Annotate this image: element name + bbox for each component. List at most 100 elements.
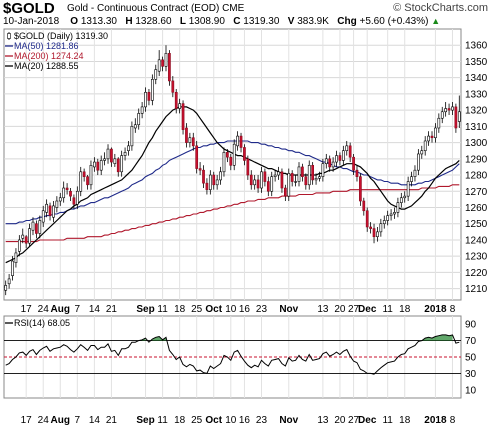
price-candle: [133, 118, 137, 133]
open-label: O: [70, 16, 79, 27]
price-tick-label: 1280: [465, 171, 488, 182]
price-panel-frame: [3, 28, 462, 301]
price-candle: [335, 150, 338, 167]
price-candle: [11, 256, 14, 281]
price-candle: [191, 132, 195, 151]
candle-body-up: [120, 155, 124, 173]
price-candle: [399, 192, 403, 208]
high-value: 1328.60: [135, 16, 172, 27]
candle-body-up: [389, 213, 393, 216]
legend-candle-body: [7, 33, 11, 39]
candle-body-down: [161, 59, 164, 67]
price-candle: [444, 102, 448, 117]
price-candle: [58, 192, 62, 206]
close-value: 1319.30: [243, 16, 280, 27]
price-candle: [277, 166, 280, 180]
price-candle: [157, 50, 161, 77]
price-candle: [382, 215, 386, 229]
rsi-tick-label: 10: [465, 385, 477, 396]
price-candle: [243, 144, 246, 166]
price-tick-label: 1310: [465, 122, 488, 133]
price-tick-label: 1270: [465, 187, 488, 198]
candle-body-up: [393, 212, 396, 215]
instrument-description: Gold - Continuous Contract (EOD): [67, 3, 220, 14]
price-candle: [205, 178, 209, 195]
price-candle: [41, 205, 45, 227]
price-candle: [427, 131, 430, 146]
candle-body-down: [181, 103, 185, 130]
candle-body-down: [96, 161, 100, 171]
price-x-tick-label: 13: [317, 304, 329, 315]
price-candle: [263, 168, 267, 187]
candle-body-up: [188, 137, 192, 143]
candle-body-down: [365, 210, 369, 228]
rsi-x-tick-label: 18: [174, 415, 186, 426]
candle-body-down: [35, 223, 38, 234]
price-candle: [229, 153, 233, 171]
open-value: 1313.30: [80, 16, 117, 27]
price-candle: [31, 217, 35, 236]
price-candle: [38, 215, 42, 239]
candle-body-down: [301, 166, 304, 177]
candle-body-down: [243, 147, 246, 161]
candle-body-up: [127, 145, 130, 152]
candle-body-down: [205, 182, 209, 190]
price-candle: [127, 140, 130, 156]
price-candle: [301, 163, 304, 182]
symbol-title: $GOLD: [3, 0, 55, 17]
candle-body-down: [359, 176, 362, 202]
candle-body-down: [82, 171, 86, 177]
candle-body-up: [410, 176, 413, 182]
price-tick-label: 1300: [465, 138, 488, 149]
candle-body-down: [65, 187, 69, 190]
price-candle: [35, 220, 38, 239]
candle-body-up: [62, 187, 66, 199]
candle-body-up: [144, 91, 147, 108]
price-tick-label: 1210: [465, 284, 488, 295]
candle-body-up: [440, 111, 444, 119]
candle-body-up: [382, 220, 386, 225]
price-candle: [355, 165, 359, 182]
candle-body-up: [178, 103, 181, 109]
rsi-x-tick-label: 8: [450, 415, 456, 426]
price-candle: [362, 197, 366, 216]
candle-body-up: [314, 177, 318, 181]
price-candle: [284, 184, 287, 202]
legend-entry: MA(20) 1288.55: [14, 61, 79, 71]
candle-body-down: [110, 148, 113, 163]
rsi-x-tick-label: Aug: [51, 415, 70, 426]
rsi-line: [5, 334, 460, 375]
price-x-tick-label: 7: [75, 304, 81, 315]
price-tick-label: 1240: [465, 235, 488, 246]
rsi-x-tick-label: 20: [334, 415, 346, 426]
exchange-label: CME: [222, 3, 245, 14]
candle-body-up: [93, 161, 96, 168]
candle-body-up: [260, 171, 263, 189]
candle-body-up: [294, 181, 297, 183]
candle-body-up: [341, 150, 345, 161]
candle-body-up: [52, 205, 55, 218]
price-x-tick-label: 24: [38, 304, 50, 315]
candle-body-down: [447, 108, 451, 111]
candle-body-up: [307, 165, 311, 186]
price-candle: [457, 95, 461, 128]
price-tick-label: 1220: [465, 268, 488, 279]
candle-body-up: [58, 197, 62, 202]
candle-body-down: [212, 174, 216, 186]
price-candle: [86, 175, 89, 190]
candle-body-down: [328, 158, 332, 168]
price-candle: [99, 155, 103, 176]
price-candle: [389, 209, 393, 221]
candle-body-up: [11, 260, 14, 276]
candle-body-up: [41, 210, 45, 223]
volume-value: 383.9K: [297, 16, 329, 27]
candle-body-up: [222, 152, 226, 173]
price-candle: [147, 89, 151, 106]
price-candle: [28, 223, 31, 247]
price-candle: [226, 149, 229, 163]
price-candle: [75, 186, 79, 210]
price-candle: [239, 132, 243, 153]
rsi-x-tick-label: 18: [399, 415, 411, 426]
price-candle: [386, 210, 390, 226]
price-candle: [331, 157, 335, 172]
